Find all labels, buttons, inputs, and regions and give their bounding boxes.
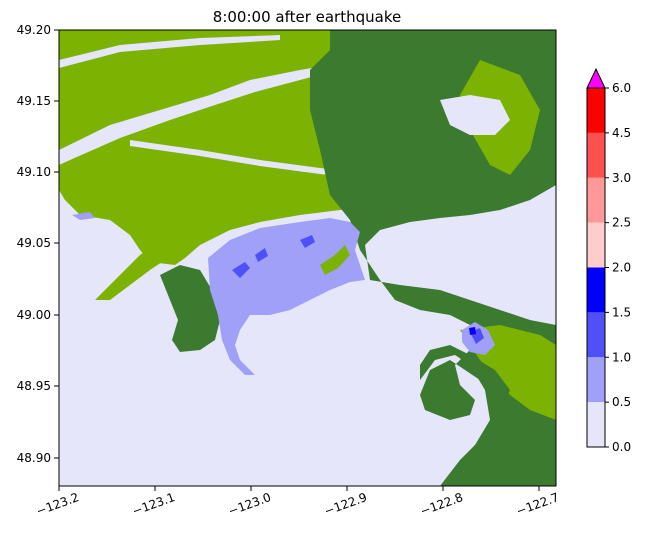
y-tick-label: 49.20 [17,23,51,37]
inundation-zone [208,218,365,375]
colorbar-tick-label: 1.5 [612,305,631,319]
x-tick-label: −123.0 [226,490,273,518]
colorbar-band [587,132,605,178]
x-tick-label: −122.8 [418,490,465,518]
y-tick-label: 49.00 [17,308,51,322]
bay-water [440,95,510,135]
colorbar-tick-label: 3.0 [612,171,631,185]
map-frame [58,29,557,487]
y-tick-label: 49.10 [17,165,51,179]
colorbar-tick-label: 6.0 [612,81,631,95]
y-axis: 48.90 48.95 49.00 49.05 49.10 49.15 49.20 [17,23,59,465]
y-tick-label: 48.90 [17,451,51,465]
colorbar-extend-arrow [586,67,606,89]
colorbar-tick-label: 1.0 [612,350,631,364]
colorbar-band [587,222,605,268]
colorbar-band [587,312,605,358]
inundation-zone-2 [72,212,95,220]
south-highland [420,345,556,486]
colorbar-band [587,177,605,223]
x-tick-label: −122.7 [514,490,561,518]
y-tick-label: 48.95 [17,379,51,393]
map-area [58,29,557,487]
colorbar: 0.0 0.5 1.0 1.5 2.0 2.5 3.0 4.5 6.0 [586,67,631,454]
river-channel-2 [59,35,280,68]
colorbar-tick-label: 0.0 [612,440,631,454]
x-axis: −123.2 −123.1 −123.0 −122.9 −122.8 −122.7 [34,486,561,518]
colorbar-tick-label: 0.5 [612,395,631,409]
colorbar-tick-label: 2.5 [612,216,631,230]
colorbar-tick-label: 4.5 [612,126,631,140]
colorbar-band [587,357,605,403]
x-tick-label: −123.1 [130,490,177,518]
southwest-peninsula [160,265,220,352]
colorbar-band [587,88,605,133]
inner-land [320,245,350,275]
river-strip [95,225,205,300]
x-tick-label: −122.9 [322,490,369,518]
figure-title: 8:00:00 after earthquake [213,8,401,26]
y-tick-label: 49.15 [17,94,51,108]
x-tick-label: −123.2 [34,490,81,518]
y-tick-label: 49.05 [17,236,51,250]
river-channel [59,65,330,165]
colorbar-tick-label: 2.0 [612,261,631,275]
deepest-inundation [469,327,476,335]
colorbar-band [587,267,605,313]
colorbar-band [587,402,605,447]
